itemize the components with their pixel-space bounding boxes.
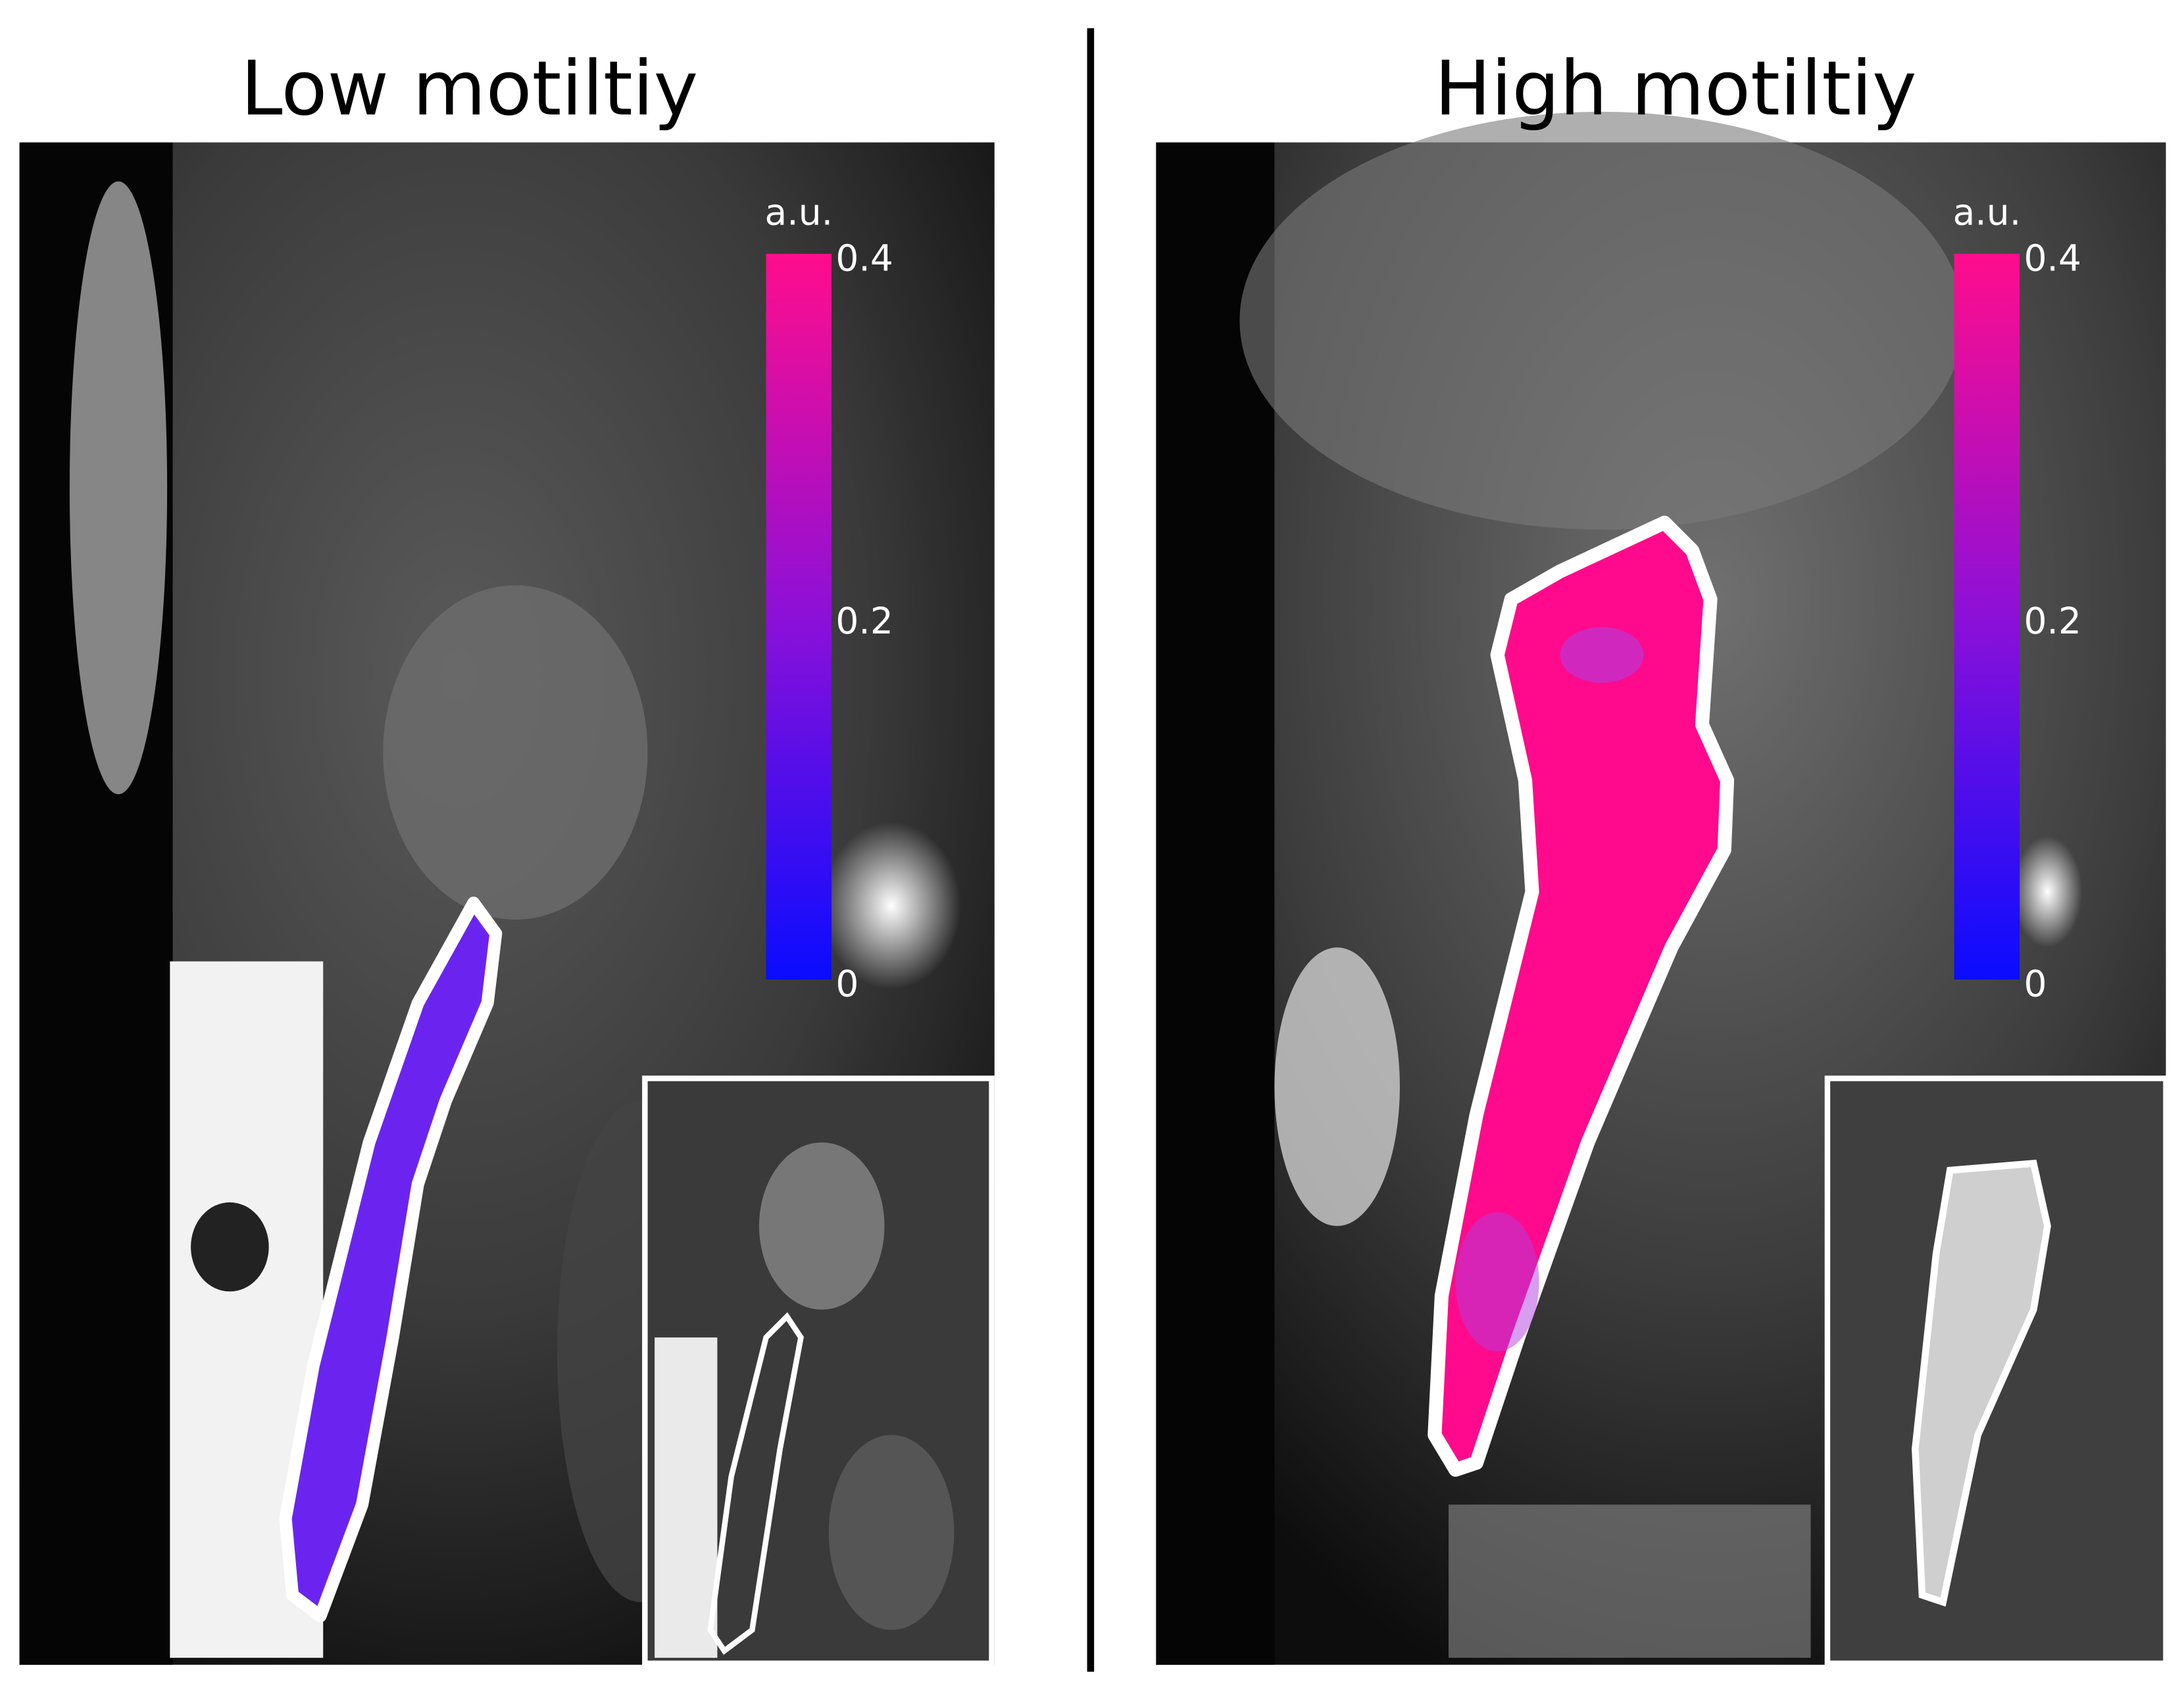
colorbar-tick-label: 0 [2024,963,2047,1005]
colorbar-unit: a.u. [1953,191,2022,234]
colorbar [1954,253,2020,979]
colorbar-tick-label: 0 [835,963,858,1005]
inset-right [1824,1076,2169,1666]
colorbar-tick-label: 0.2 [835,600,893,642]
colorbar-tick-label: 0.4 [2024,237,2082,280]
colorbar-tick-label: 0.4 [835,237,893,280]
inset-left [642,1076,995,1666]
panel-title: Low motiltiy [241,45,698,132]
texture [1560,627,1644,683]
panel-title: High motiltiy [1435,45,1917,132]
texture [1455,1212,1539,1352]
colorbar-tick-label: 0.2 [2024,600,2082,642]
segmentation-left [279,897,503,1623]
mri-left [19,142,995,1665]
colorbar-unit: a.u. [764,191,833,234]
colorbar [766,253,832,979]
